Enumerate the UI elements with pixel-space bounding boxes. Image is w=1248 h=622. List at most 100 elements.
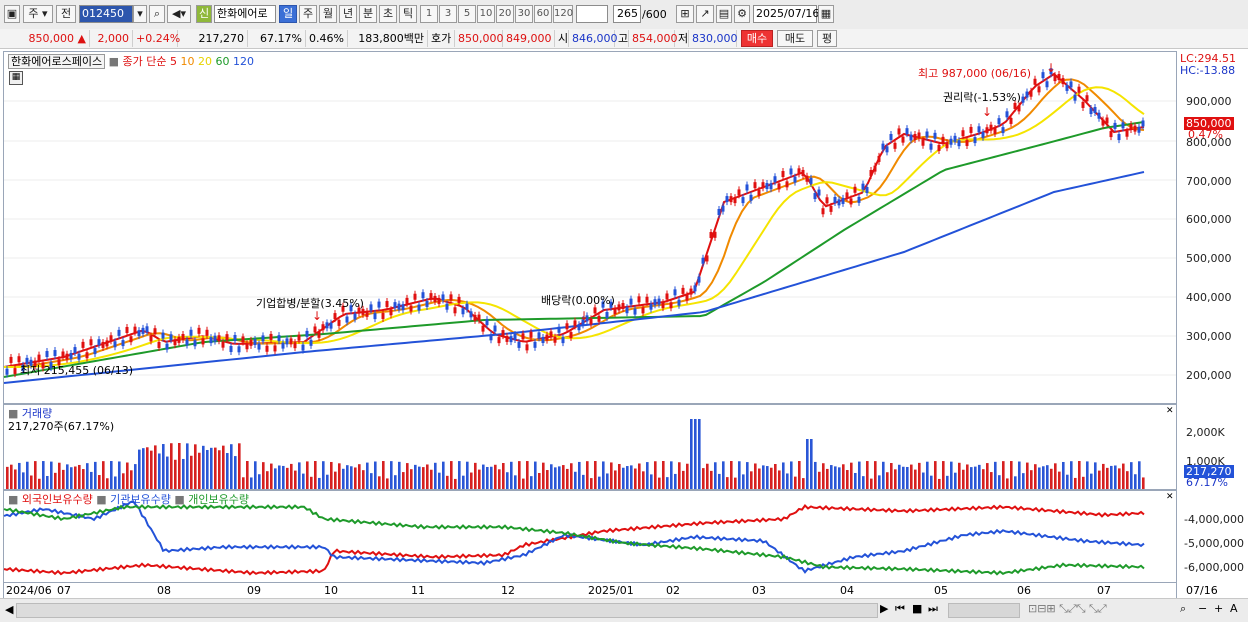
interval-3[interactable]: 3 xyxy=(439,5,457,23)
holding-legend: ■ 외국인보유수량 ■ 기관보유수량 ■ 개인보유수량 xyxy=(8,493,250,506)
candle-body xyxy=(57,359,61,366)
volume-chart[interactable] xyxy=(4,405,1176,489)
candle-body xyxy=(1033,78,1037,85)
layout-icon[interactable]: ⊞ xyxy=(676,5,694,23)
calendar-icon[interactable]: ▦ xyxy=(818,5,834,23)
holding-close-icon[interactable]: ✕ xyxy=(1166,492,1174,502)
tab-minute[interactable]: 분 xyxy=(359,5,377,23)
interval-5[interactable]: 5 xyxy=(458,5,476,23)
volume-bar xyxy=(1022,473,1025,489)
buy-button[interactable]: 매수 xyxy=(741,30,773,47)
draw-tool-icon[interactable]: ↗ xyxy=(696,5,714,23)
foreign-holding-label[interactable]: 외국인보유수량 xyxy=(21,493,93,506)
tab-week[interactable]: 주 xyxy=(299,5,317,23)
candle-body xyxy=(361,308,365,315)
volume-bar xyxy=(50,461,53,489)
chart-menu-icon[interactable]: ▣ xyxy=(4,5,20,23)
ma-120-label[interactable]: 120 xyxy=(232,55,254,68)
stop-icon[interactable]: ■ xyxy=(912,602,923,615)
interval-1[interactable]: 1 xyxy=(420,5,438,23)
zoom-in-icon[interactable]: + xyxy=(1214,602,1224,615)
sound-icon[interactable]: ◀▾ xyxy=(167,5,191,23)
candle-body xyxy=(85,352,89,359)
hold-tick-6m: -6,000,000 xyxy=(1184,561,1244,574)
interval-60[interactable]: 60 xyxy=(534,5,552,23)
horizontal-scrollbar[interactable] xyxy=(16,603,878,618)
candle-body xyxy=(417,304,421,311)
candle-body xyxy=(765,183,769,190)
tab-day[interactable]: 일 xyxy=(279,5,297,23)
ma-10-label[interactable]: 10 xyxy=(180,55,195,68)
interval-custom-input[interactable] xyxy=(576,5,608,23)
candle-body xyxy=(37,354,41,361)
new-badge[interactable]: 신 xyxy=(196,5,212,23)
candle-body xyxy=(153,328,157,335)
tab-second[interactable]: 초 xyxy=(379,5,397,23)
prev-button[interactable]: 전 xyxy=(56,5,76,23)
scroll-right-icon[interactable]: ▶ xyxy=(880,602,889,615)
interval-120[interactable]: 120 xyxy=(553,5,573,23)
candle-body xyxy=(101,341,105,348)
candle-body xyxy=(1041,72,1045,79)
scroll-left-icon[interactable]: ◀ xyxy=(5,603,14,616)
ma-label[interactable]: 종가 단순 xyxy=(122,55,167,68)
volume-bar xyxy=(202,445,205,489)
code-dropdown-icon[interactable]: ▾ xyxy=(133,5,147,23)
ma-60-label[interactable]: 60 xyxy=(215,55,230,68)
sell-button[interactable]: 매도 xyxy=(777,30,813,47)
candle-body xyxy=(329,322,333,329)
volume-bar xyxy=(86,463,89,489)
ma-20-label[interactable]: 20 xyxy=(197,55,212,68)
first-page-icon[interactable]: ⏮ xyxy=(895,602,905,615)
candle-body xyxy=(449,294,453,301)
interval-20[interactable]: 20 xyxy=(496,5,514,23)
stock-code-input[interactable]: 012450 xyxy=(79,5,133,23)
vol-tick-2000k: 2,000K xyxy=(1186,426,1225,439)
settings-icon[interactable]: ⚙ xyxy=(734,5,750,23)
table-icon[interactable]: ▦ xyxy=(9,71,23,85)
candle-body xyxy=(529,331,533,338)
volume-bar xyxy=(194,444,197,489)
count-input[interactable]: 265 xyxy=(613,5,641,23)
interval-10[interactable]: 10 xyxy=(477,5,495,23)
zoom-out-icon[interactable]: − xyxy=(1198,602,1208,615)
candle-body xyxy=(597,315,601,322)
x-label: 10 xyxy=(324,584,338,597)
volume-bar xyxy=(706,463,709,489)
candle-body xyxy=(297,334,301,341)
last-page-icon[interactable]: ⏭ xyxy=(928,602,938,615)
candle-body xyxy=(453,307,457,314)
candle-body xyxy=(821,208,825,215)
volume-bar xyxy=(1026,462,1029,489)
individual-holding-label[interactable]: 개인보유수량 xyxy=(188,493,250,506)
candle-body xyxy=(69,352,73,359)
tool-icons[interactable]: ⊡⊟⊞ ⤡⤢⤡ ⤡⤢ xyxy=(1028,602,1107,615)
font-icon[interactable]: A xyxy=(1230,602,1238,615)
volume-bar xyxy=(726,477,729,489)
eval-button[interactable]: 평 xyxy=(817,30,837,47)
tab-month[interactable]: 월 xyxy=(319,5,337,23)
zoom-icon[interactable]: ⌕ xyxy=(1180,602,1187,615)
volume-bar xyxy=(1134,474,1137,489)
ma-5-label[interactable]: 5 xyxy=(169,55,177,68)
save-icon[interactable]: ▤ xyxy=(716,5,732,23)
search-icon[interactable]: ⌕ xyxy=(149,5,165,23)
holding-chart[interactable] xyxy=(3,491,1176,582)
volume-bar xyxy=(118,461,121,489)
stock-title[interactable]: 한화에어로스페이스 xyxy=(8,54,106,69)
interval-30[interactable]: 30 xyxy=(515,5,533,23)
date-input[interactable]: 2025/07/16 xyxy=(753,5,819,23)
price-chart[interactable]: ↓ ↓ ↓ ↓ xyxy=(3,52,1176,403)
volume-close-icon[interactable]: ✕ xyxy=(1166,406,1174,416)
price-panel[interactable] xyxy=(3,51,1177,404)
volume-bar xyxy=(794,476,797,489)
zoom-slider[interactable] xyxy=(948,603,1020,618)
volume-title[interactable]: 거래량 xyxy=(21,407,53,420)
low-price: 830,000 xyxy=(689,30,738,47)
volume-bar xyxy=(10,464,13,489)
market-type-select[interactable]: 주 ▾ xyxy=(23,5,53,23)
institution-holding-label[interactable]: 기관보유수량 xyxy=(110,493,171,506)
tab-tick[interactable]: 틱 xyxy=(399,5,417,23)
tab-year[interactable]: 년 xyxy=(339,5,357,23)
stock-name-field[interactable]: 한화에어로 xyxy=(214,5,276,23)
